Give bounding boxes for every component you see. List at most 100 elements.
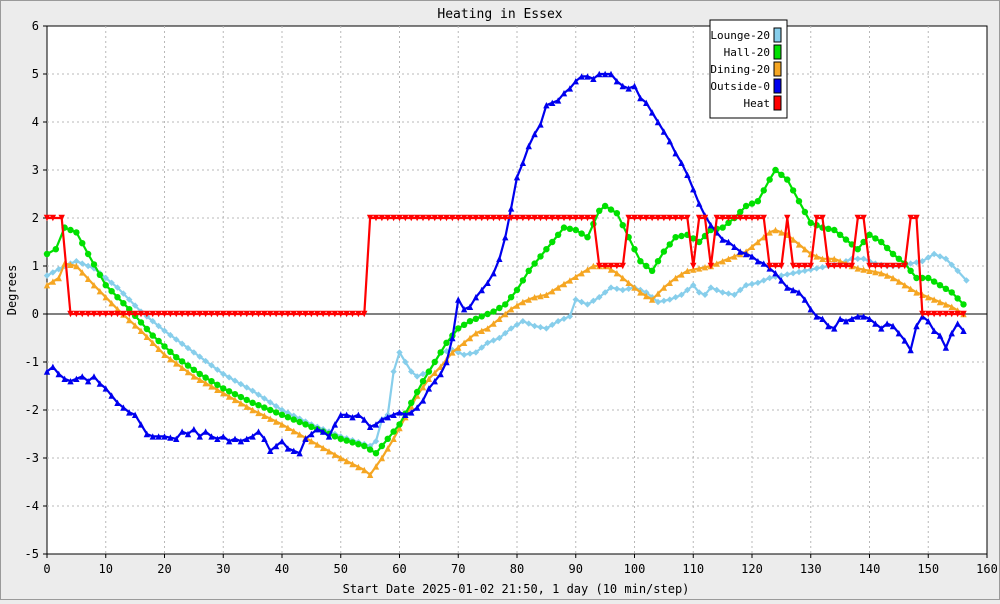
data-point-lounge-20 — [860, 255, 867, 262]
data-point-outside-0 — [437, 370, 444, 378]
data-point-outside-0 — [684, 171, 691, 178]
data-point-dining-20 — [566, 277, 574, 284]
data-point-outside-0 — [566, 85, 574, 92]
data-point-lounge-20 — [507, 325, 515, 332]
data-point-heat — [220, 310, 227, 318]
legend-label: Heat — [744, 97, 771, 110]
data-point-hall-20 — [308, 423, 315, 430]
data-point-outside-0 — [108, 392, 115, 399]
data-point-outside-0 — [73, 375, 80, 382]
data-point-lounge-20 — [554, 318, 562, 325]
data-point-hall-20 — [366, 446, 374, 453]
data-point-lounge-20 — [907, 260, 914, 267]
data-point-dining-20 — [883, 272, 891, 279]
data-point-lounge-20 — [543, 325, 550, 332]
data-point-hall-20 — [742, 202, 750, 210]
data-point-lounge-20 — [131, 302, 139, 309]
data-point-heat — [778, 262, 785, 270]
data-point-heat — [607, 262, 615, 270]
data-point-dining-20 — [854, 265, 861, 272]
data-point-lounge-20 — [566, 313, 574, 320]
y-tick-label: 1 — [32, 259, 39, 273]
data-point-outside-0 — [120, 404, 127, 411]
y-tick-label: 2 — [32, 211, 39, 225]
data-point-heat — [302, 310, 309, 318]
data-point-outside-0 — [883, 320, 891, 327]
data-point-outside-0 — [960, 327, 967, 334]
legend-label: Hall-20 — [724, 46, 770, 59]
data-point-dining-20 — [925, 294, 932, 301]
data-point-hall-20 — [866, 231, 873, 238]
data-point-hall-20 — [895, 255, 903, 262]
data-point-outside-0 — [619, 82, 626, 90]
data-point-heat — [272, 310, 280, 318]
data-point-outside-0 — [519, 159, 527, 166]
data-point-dining-20 — [390, 435, 397, 442]
data-point-heat — [449, 214, 456, 222]
data-point-heat — [549, 214, 556, 222]
data-point-heat — [120, 310, 127, 318]
data-point-outside-0 — [425, 385, 433, 392]
data-point-hall-20 — [155, 337, 162, 345]
data-point-heat — [631, 214, 638, 222]
data-point-lounge-20 — [695, 289, 703, 296]
data-point-outside-0 — [67, 378, 74, 385]
data-point-hall-20 — [543, 246, 550, 253]
data-point-outside-0 — [842, 318, 850, 325]
data-point-outside-0 — [543, 102, 550, 109]
data-point-lounge-20 — [466, 350, 474, 357]
data-point-heat — [807, 262, 814, 270]
data-point-heat — [319, 310, 327, 318]
data-point-lounge-20 — [942, 255, 950, 262]
data-point-hall-20 — [143, 325, 151, 333]
data-point-hall-20 — [566, 225, 574, 232]
data-point-hall-20 — [261, 404, 268, 411]
data-point-hall-20 — [431, 358, 438, 366]
data-point-lounge-20 — [584, 301, 591, 308]
data-point-heat — [648, 214, 656, 222]
data-point-dining-20 — [795, 241, 803, 248]
data-point-dining-20 — [519, 298, 527, 306]
data-point-dining-20 — [637, 289, 644, 296]
data-point-dining-20 — [748, 243, 756, 250]
data-point-lounge-20 — [220, 370, 227, 378]
data-point-heat — [131, 310, 139, 318]
data-point-lounge-20 — [707, 284, 715, 291]
data-point-outside-0 — [789, 286, 797, 294]
data-point-outside-0 — [331, 421, 339, 428]
data-point-outside-0 — [126, 409, 133, 416]
data-point-lounge-20 — [590, 297, 597, 304]
data-point-outside-0 — [554, 97, 562, 104]
data-point-hall-20 — [284, 414, 292, 421]
data-point-dining-20 — [149, 339, 156, 346]
data-point-dining-20 — [531, 294, 538, 301]
data-point-heat — [96, 310, 104, 318]
data-point-hall-20 — [67, 226, 74, 234]
data-point-hall-20 — [108, 288, 115, 295]
data-point-outside-0 — [748, 253, 756, 260]
data-point-hall-20 — [719, 224, 726, 231]
data-point-dining-20 — [460, 339, 468, 346]
data-point-dining-20 — [625, 279, 632, 286]
data-point-outside-0 — [596, 70, 603, 78]
data-point-hall-20 — [225, 388, 233, 395]
data-point-lounge-20 — [396, 349, 403, 356]
data-point-lounge-20 — [513, 321, 521, 328]
data-point-dining-20 — [225, 393, 233, 400]
data-point-lounge-20 — [819, 264, 826, 271]
data-point-outside-0 — [889, 322, 897, 330]
data-point-heat — [460, 214, 468, 222]
data-point-outside-0 — [848, 315, 856, 322]
data-point-dining-20 — [155, 345, 162, 352]
data-point-outside-0 — [813, 313, 820, 320]
data-point-outside-0 — [584, 73, 591, 80]
data-point-outside-0 — [55, 370, 62, 378]
data-point-hall-20 — [854, 246, 861, 253]
data-point-lounge-20 — [549, 321, 556, 328]
data-point-outside-0 — [114, 399, 121, 406]
data-point-dining-20 — [396, 424, 403, 432]
data-point-dining-20 — [643, 292, 650, 300]
data-point-lounge-20 — [502, 330, 509, 337]
y-tick-label: -1 — [25, 355, 39, 369]
data-point-hall-20 — [202, 374, 209, 381]
